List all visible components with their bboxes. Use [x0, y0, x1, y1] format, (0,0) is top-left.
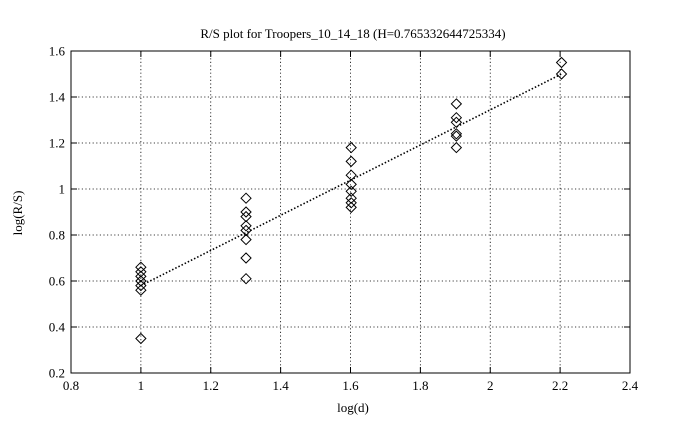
- data-point-diamond: [450, 128, 463, 140]
- x-axis-label: log(d): [337, 400, 369, 415]
- y-tick-label: 0.2: [49, 366, 65, 381]
- data-point-diamond: [240, 252, 252, 264]
- data-point-diamond: [240, 220, 252, 232]
- data-point-diamond: [240, 224, 252, 237]
- data-point-diamond: [450, 98, 463, 110]
- data-point-diamond: [345, 169, 357, 181]
- x-tick-label: 2.2: [552, 378, 568, 393]
- data-point-diamond: [240, 272, 252, 285]
- data-point-diamond: [135, 266, 147, 278]
- data-point-diamond: [240, 233, 252, 246]
- data-point-diamond: [450, 111, 463, 124]
- y-tick-label: 1.6: [49, 44, 66, 59]
- data-point-diamond: [135, 275, 147, 287]
- x-tick-label: 1.4: [273, 378, 290, 393]
- data-point-diamond: [555, 56, 568, 69]
- y-axis-label: log(R/S): [10, 191, 25, 236]
- data-point-diamond: [555, 68, 568, 80]
- data-point-diamond: [240, 192, 252, 204]
- x-tick-label: 1.8: [412, 378, 428, 393]
- chart-title: R/S plot for Troopers_10_14_18 (H=0.7653…: [200, 26, 505, 41]
- x-tick-label: 1: [138, 378, 145, 393]
- data-point-diamond: [240, 210, 252, 223]
- data-point-diamond: [345, 201, 357, 214]
- data-point-diamond: [450, 116, 463, 129]
- data-point-diamond: [135, 332, 147, 345]
- x-tick-label: 1.6: [342, 378, 359, 393]
- y-tick-label: 1: [59, 182, 66, 197]
- data-point-diamond: [450, 130, 463, 142]
- y-tick-label: 0.6: [49, 274, 66, 289]
- y-tick-label: 1.4: [49, 90, 66, 105]
- data-point-diamond: [450, 141, 463, 154]
- data-points: [135, 56, 568, 345]
- data-point-diamond: [345, 192, 357, 204]
- data-point-diamond: [345, 185, 357, 198]
- data-point-diamond: [345, 141, 357, 154]
- x-tick-label: 0.8: [63, 378, 79, 393]
- data-point-diamond: [240, 206, 252, 218]
- x-tick-labels: 0.8 1 1.2 1.4 1.6 1.8 2 2.2 2.4: [63, 378, 639, 393]
- y-tick-label: 0.4: [49, 320, 66, 335]
- x-tick-label: 2: [487, 378, 494, 393]
- data-point-diamond: [345, 178, 357, 191]
- data-point-diamond: [135, 284, 147, 296]
- data-point-diamond: [135, 270, 147, 283]
- axis-ticks: [70, 50, 631, 374]
- x-tick-label: 1.2: [203, 378, 219, 393]
- y-tick-label: 1.2: [49, 136, 65, 151]
- data-point-diamond: [135, 261, 147, 273]
- data-point-diamond: [345, 197, 357, 209]
- data-point-diamond: [135, 279, 147, 292]
- y-tick-label: 0.8: [49, 228, 65, 243]
- y-tick-labels: 0.2 0.4 0.6 0.8 1 1.2 1.4 1.6: [49, 44, 66, 381]
- x-tick-label: 2.4: [622, 378, 639, 393]
- data-point-diamond: [345, 155, 357, 168]
